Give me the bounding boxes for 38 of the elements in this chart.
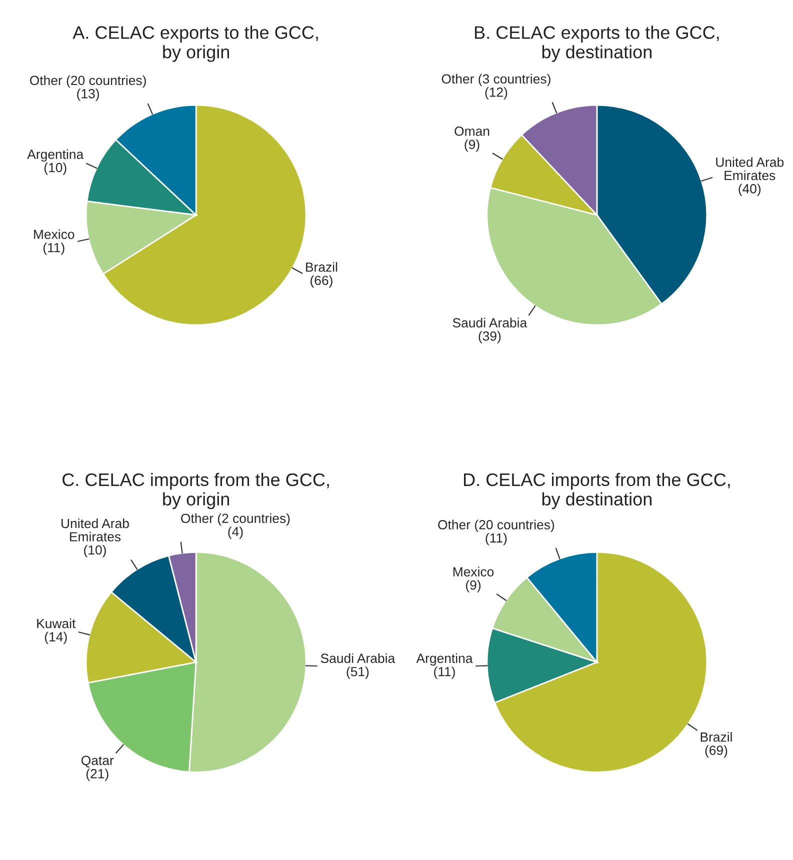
slice-label: Brazil	[306, 262, 338, 272]
data-label: (9)	[464, 139, 480, 152]
chart-title: C. CELAC imports from the GCC, by origin	[62, 472, 329, 510]
slice-label: Oman	[454, 126, 490, 136]
data-label: (40)	[738, 184, 761, 196]
data-label: (21)	[86, 768, 108, 781]
chart-title: B. CELAC exports to the GCC, by destination	[475, 26, 719, 62]
slice-label: Mexico	[453, 566, 494, 576]
data-label: (12)	[485, 87, 508, 100]
slice-label: United Arab Emirates	[716, 157, 784, 180]
data-label: (14)	[44, 632, 67, 644]
slice-label: Argentina	[416, 653, 473, 666]
data-label: (39)	[478, 331, 501, 344]
slice-label: Saudi Arabia	[452, 318, 528, 328]
slice-label: Other (20 countries)	[438, 520, 554, 532]
data-label: (4)	[228, 526, 243, 539]
slice-label: Other (2 countries)	[181, 513, 290, 526]
data-label: (10)	[44, 162, 66, 175]
data-label: (11)	[434, 666, 455, 679]
data-label: (9)	[466, 580, 481, 592]
data-label: (51)	[346, 666, 369, 679]
data-label: (66)	[310, 275, 332, 288]
slice-label: Qatar	[81, 756, 114, 768]
data-label: (13)	[77, 88, 99, 101]
chart-title: D. CELAC imports from the GCC, by destination	[464, 472, 730, 510]
chart-title: A. CELAC exports to the GCC, by origin	[72, 26, 318, 62]
slice-label: Kuwait	[37, 618, 76, 628]
slice-label: Other (3 countries)	[442, 74, 550, 86]
slice-label: Brazil	[700, 732, 732, 742]
data-label: (10)	[84, 544, 106, 558]
slice-label: Argentina	[27, 149, 84, 162]
slice-label: United Arab Emirates	[62, 518, 129, 542]
slice-label: Other (20 countries)	[30, 75, 146, 88]
data-label: (69)	[705, 745, 728, 758]
slice-label: Mexico	[34, 229, 74, 240]
slice-label: Saudi Arabia	[320, 653, 396, 664]
data-label: (11)	[486, 532, 507, 546]
data-label: (11)	[43, 242, 64, 255]
